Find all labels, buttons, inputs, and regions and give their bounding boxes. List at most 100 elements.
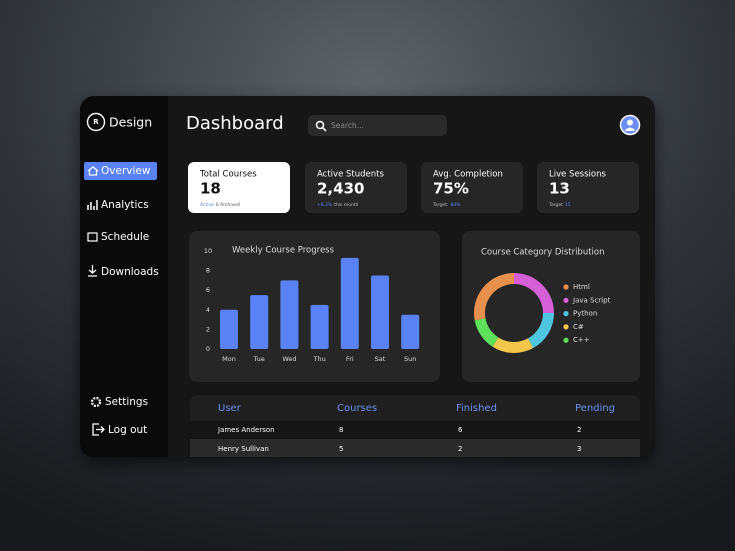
table-cell: 8	[339, 426, 343, 434]
table-cell: James Anderson	[217, 426, 275, 434]
legend-label: Java Script	[572, 296, 611, 304]
table-cell: 5	[339, 445, 343, 453]
x-tick-label: Sat	[375, 355, 386, 363]
stat-value: 75%	[433, 180, 469, 198]
table-cell: 2	[458, 445, 462, 453]
legend-swatch	[563, 297, 569, 303]
stat-card	[188, 162, 290, 213]
table-header: Finished	[456, 403, 497, 414]
icon-home	[87, 166, 99, 176]
y-tick-label: 6	[206, 286, 210, 294]
x-tick-label: Mon	[222, 355, 236, 363]
legend-label: Html	[573, 283, 590, 291]
stat-note-part: this month	[334, 202, 358, 208]
search-placeholder: Search...	[331, 121, 364, 130]
stat-card	[537, 162, 639, 213]
stat-note: Active 6 Archived	[200, 202, 240, 208]
x-tick-label: Tue	[253, 355, 265, 363]
legend-label: C++	[573, 336, 590, 344]
nav-item[interactable]: Overview	[101, 165, 151, 177]
stat-value: 18	[200, 180, 221, 198]
search-icon-handle	[321, 126, 327, 132]
page-title: Dashboard	[186, 113, 284, 134]
stat-label: Active Students	[317, 170, 384, 180]
legend-label: C#	[573, 323, 584, 331]
stat-note-part: +8.2%	[317, 202, 333, 208]
nav-item[interactable]: Settings	[105, 396, 148, 408]
stat-value: 2,430	[317, 180, 364, 198]
logo-text: Design	[109, 115, 152, 130]
stat-note-part: 15	[565, 202, 571, 208]
bar	[250, 295, 269, 349]
icon-logout	[92, 423, 105, 436]
legend-swatch	[563, 324, 569, 330]
avatar-body	[624, 127, 636, 131]
chart-title: Course Category Distribution	[481, 248, 605, 258]
donut-segment	[527, 313, 554, 349]
search-icon	[315, 120, 325, 130]
stat-note-part: Active	[200, 202, 214, 208]
logo-icon	[86, 112, 106, 132]
stat-card	[305, 162, 407, 213]
bar	[280, 280, 299, 349]
x-tick-label: Sun	[404, 355, 416, 363]
table-header: Pending	[575, 403, 615, 414]
stat-note-part: Target	[548, 202, 563, 208]
stat-label: Live Sessions	[549, 170, 606, 180]
table-cell: Henry Sullivan	[218, 445, 269, 453]
nav-item[interactable]: Log out	[108, 424, 147, 436]
y-tick-label: 8	[206, 267, 210, 275]
y-tick-label: 2	[206, 325, 210, 333]
stat-note: Target: 80%	[432, 202, 461, 208]
stat-label: Avg. Completion	[433, 170, 503, 180]
bar	[340, 257, 359, 349]
app: R Design Dashboard Search... Overview Ana…	[80, 96, 641, 457]
table-cell: 2	[577, 426, 581, 434]
table-header: Courses	[337, 403, 377, 414]
legend-swatch	[563, 311, 569, 317]
table-cell: 3	[577, 445, 581, 453]
icon-schedule	[87, 232, 98, 242]
stat-note-part: Target:	[432, 202, 448, 208]
y-tick-label: 4	[206, 306, 210, 314]
nav-active[interactable]	[84, 162, 157, 180]
donut-segment	[474, 318, 499, 347]
nav-item[interactable]: Downloads	[101, 266, 159, 278]
legend-swatch	[563, 284, 569, 290]
table-header: User	[218, 403, 242, 414]
icon-settings	[90, 396, 102, 408]
stat-value: 13	[549, 180, 570, 198]
bar	[310, 304, 329, 349]
icon-analytics	[87, 200, 98, 210]
nav-item[interactable]: Analytics	[101, 199, 149, 211]
bar	[371, 275, 389, 349]
y-tick-label: 10	[204, 247, 212, 255]
donut-segment	[474, 273, 514, 321]
icon-download	[88, 265, 97, 277]
stat-note-part: 80%	[450, 202, 461, 208]
stat-note: Target 15	[548, 202, 571, 208]
legend-label: Python	[573, 310, 597, 318]
stat-note-part: 6 Archived	[216, 202, 240, 208]
y-tick-label: 0	[206, 345, 210, 353]
x-tick-label: Thu	[312, 355, 325, 363]
legend-swatch	[563, 337, 569, 343]
x-tick-label: Fri	[346, 355, 354, 363]
avatar-head	[627, 119, 633, 126]
table-row-bg	[190, 421, 640, 439]
x-tick-label: Wed	[282, 355, 296, 363]
bar	[220, 309, 238, 349]
stat-note: +8.2% this month	[317, 202, 359, 208]
nav-item[interactable]: Schedule	[101, 231, 149, 243]
donut-segment	[492, 337, 534, 353]
table-cell: 6	[458, 426, 463, 434]
search-box[interactable]	[308, 115, 447, 136]
stat-label: Total Courses	[199, 170, 257, 180]
table-row-bg	[190, 439, 640, 457]
chart-title: Weekly Course Progress	[232, 246, 335, 256]
bar	[401, 314, 420, 349]
logo-mark: R	[93, 118, 99, 126]
donut-segment	[514, 273, 554, 313]
stat-card	[421, 162, 523, 213]
